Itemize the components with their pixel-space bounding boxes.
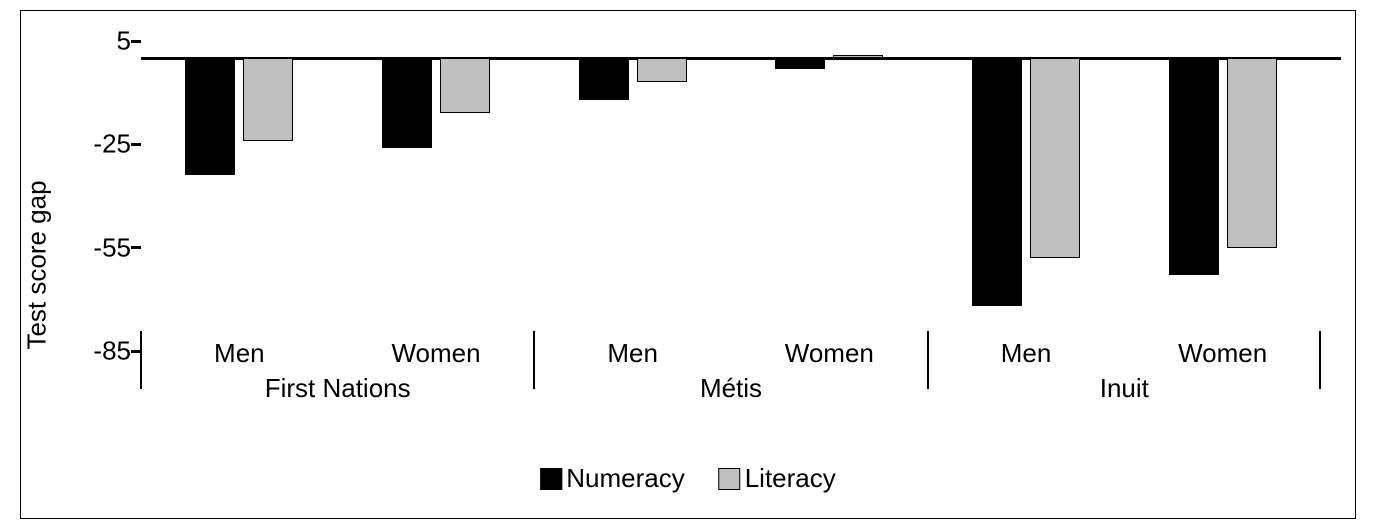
- bar-literacy: [1030, 58, 1080, 258]
- ytick-mark: [131, 143, 141, 146]
- bar-literacy: [243, 58, 293, 141]
- bar-numeracy: [185, 58, 235, 175]
- legend-swatch-numeracy: [540, 468, 562, 490]
- bar-literacy: [833, 55, 883, 58]
- x-label-group: Métis: [700, 373, 762, 404]
- x-label-sex: Women: [1178, 338, 1267, 369]
- legend-swatch-literacy: [719, 468, 741, 490]
- group-separator: [927, 331, 929, 389]
- bar-numeracy: [382, 58, 432, 148]
- x-label-group: First Nations: [265, 373, 411, 404]
- chart-container: Test score gap 5-25-55-85MenWomenMenWome…: [20, 10, 1356, 519]
- x-label-sex: Men: [214, 338, 265, 369]
- bar-numeracy: [579, 58, 629, 99]
- legend-label-literacy: Literacy: [745, 463, 836, 494]
- x-label-sex: Women: [785, 338, 874, 369]
- bar-numeracy: [775, 58, 825, 68]
- ytick-label: -25: [71, 129, 131, 160]
- ytick-mark: [131, 40, 141, 43]
- bar-literacy: [440, 58, 490, 113]
- ytick-label: -85: [71, 336, 131, 367]
- x-label-sex: Men: [1001, 338, 1052, 369]
- x-label-sex: Men: [607, 338, 658, 369]
- bar-numeracy: [972, 58, 1022, 306]
- group-separator: [533, 331, 535, 389]
- x-label-sex: Women: [391, 338, 480, 369]
- zero-line: [141, 57, 1341, 60]
- legend: Numeracy Literacy: [540, 463, 836, 494]
- ytick-label: -55: [71, 232, 131, 263]
- legend-item-literacy: Literacy: [719, 463, 836, 494]
- bar-literacy: [1227, 58, 1277, 247]
- group-separator: [140, 331, 142, 389]
- x-label-group: Inuit: [1100, 373, 1149, 404]
- ytick-label: 5: [71, 26, 131, 57]
- legend-label-numeracy: Numeracy: [566, 463, 684, 494]
- bar-numeracy: [1169, 58, 1219, 275]
- y-axis-label: Test score gap: [22, 180, 53, 349]
- group-separator: [1319, 331, 1321, 389]
- ytick-mark: [131, 246, 141, 249]
- plot-area: 5-25-55-85MenWomenMenWomenMenWomenFirst …: [141, 41, 1321, 351]
- legend-item-numeracy: Numeracy: [540, 463, 684, 494]
- bar-literacy: [637, 58, 687, 82]
